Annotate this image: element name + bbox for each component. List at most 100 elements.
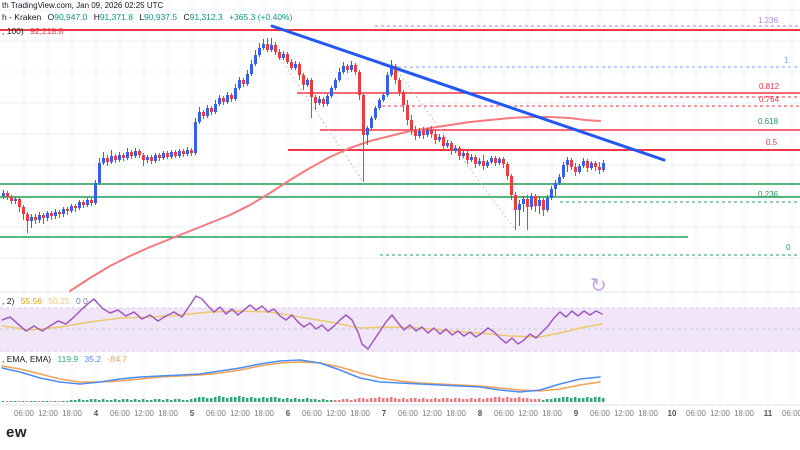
candle [522, 199, 525, 204]
ohlc-open-value: 90,947.0 [54, 12, 88, 22]
candle [238, 80, 241, 88]
axis-day-label: 4 [94, 409, 99, 418]
candle [598, 167, 601, 170]
axis-time-label: 06:00 [14, 409, 35, 418]
candle [346, 66, 349, 70]
candle [310, 80, 313, 97]
candle [510, 176, 513, 195]
candle [294, 64, 297, 68]
candle [142, 155, 145, 160]
candle [342, 66, 345, 72]
candle [546, 198, 549, 210]
rsi-extra-values: 0 0 [75, 296, 88, 306]
rsi-band [0, 307, 800, 352]
candle [98, 163, 101, 183]
candle [354, 65, 357, 72]
axis-time-label: 06:00 [206, 409, 227, 418]
candle [578, 166, 581, 172]
axis-day-label: 10 [668, 409, 677, 418]
axis-time-label: 18:00 [158, 409, 179, 418]
candle [422, 131, 425, 135]
axis-day-label: 11 [764, 409, 773, 418]
ohlc-high-label: H [93, 12, 100, 22]
candle [594, 163, 597, 167]
candle [490, 158, 493, 162]
candle [390, 66, 393, 75]
candle [246, 74, 249, 84]
candle [350, 65, 353, 70]
candle [146, 157, 149, 160]
candle [230, 95, 233, 99]
candle [554, 183, 557, 189]
candle [462, 153, 465, 156]
candle [178, 151, 181, 156]
candle [558, 177, 561, 183]
fib-level-label: 1 [784, 56, 789, 65]
candle [30, 217, 33, 221]
candle [458, 148, 461, 156]
axis-time-label: 18:00 [638, 409, 659, 418]
ma100-label: , 100) [2, 26, 24, 36]
candle [86, 200, 89, 205]
candle [6, 193, 9, 197]
axis-time-label: 06:00 [590, 409, 611, 418]
candle [394, 66, 397, 80]
tradingview-logo-partial[interactable]: ew [6, 424, 28, 441]
candle [14, 199, 17, 201]
fib-level-labels: 1.236 1 0.812 0.764 0.618 0.5 0.236 0 [758, 16, 791, 252]
macd-status-line[interactable]: , EMA, EMA) 119.9 35.2 -84.7 [2, 355, 127, 364]
candle [102, 158, 105, 163]
horizontal-price-lines [0, 25, 800, 256]
candle [570, 160, 573, 167]
candle [370, 118, 373, 128]
axis-time-label: 06:00 [398, 409, 419, 418]
candle [90, 200, 93, 203]
candle [50, 213, 53, 216]
candle [218, 98, 221, 104]
ohlc-low-label: L [139, 12, 145, 22]
symbol-status-line[interactable]: h - Kraken O90,947.0 H91,371.8 L90,937.5… [2, 13, 292, 22]
candle [202, 112, 205, 116]
axis-day-label: 7 [382, 409, 387, 418]
ohlc-open-label: O [47, 12, 55, 22]
candle [262, 44, 265, 48]
candle [534, 196, 537, 206]
candle [318, 99, 321, 103]
ma100-status-line[interactable]: , 100) 92,218.8 [2, 27, 63, 36]
candle [506, 164, 509, 176]
candle [166, 153, 169, 157]
ohlc-low-value: 90,937.5 [144, 12, 178, 22]
candle [366, 128, 369, 135]
rsi-status-line[interactable]: , 2) 55.56 50.25 0 0 [2, 297, 88, 306]
candle [498, 159, 501, 163]
candle [134, 151, 137, 156]
candle [470, 157, 473, 160]
candle [250, 64, 253, 74]
time-axis-labels: 06:00 12:00 18:00 4 06:00 12:00 18:00 5 06:00 12:… [14, 409, 800, 418]
candle [226, 95, 229, 102]
candle [130, 152, 133, 156]
axis-time-label: 12:00 [710, 409, 731, 418]
candle [54, 212, 57, 216]
macd-hist-value: 119.9 [57, 354, 79, 364]
candle [2, 193, 5, 196]
candle [362, 95, 365, 135]
candle [114, 156, 117, 160]
candle [258, 48, 261, 55]
candle [94, 183, 97, 203]
axis-time-label: 06:00 [686, 409, 707, 418]
candle [118, 155, 121, 160]
candle [502, 159, 505, 164]
candle [410, 120, 413, 130]
candle [154, 155, 157, 161]
candle [82, 202, 85, 205]
macd-label: , EMA, EMA) [2, 354, 52, 364]
axis-time-label: 12:00 [614, 409, 635, 418]
candle [270, 45, 273, 50]
axis-day-label: 6 [286, 409, 291, 418]
axis-time-label: 18:00 [542, 409, 563, 418]
symbol-interval-exchange: h - Kraken [2, 12, 42, 22]
candle [586, 161, 589, 168]
fib-level-label: 0.5 [766, 138, 778, 147]
